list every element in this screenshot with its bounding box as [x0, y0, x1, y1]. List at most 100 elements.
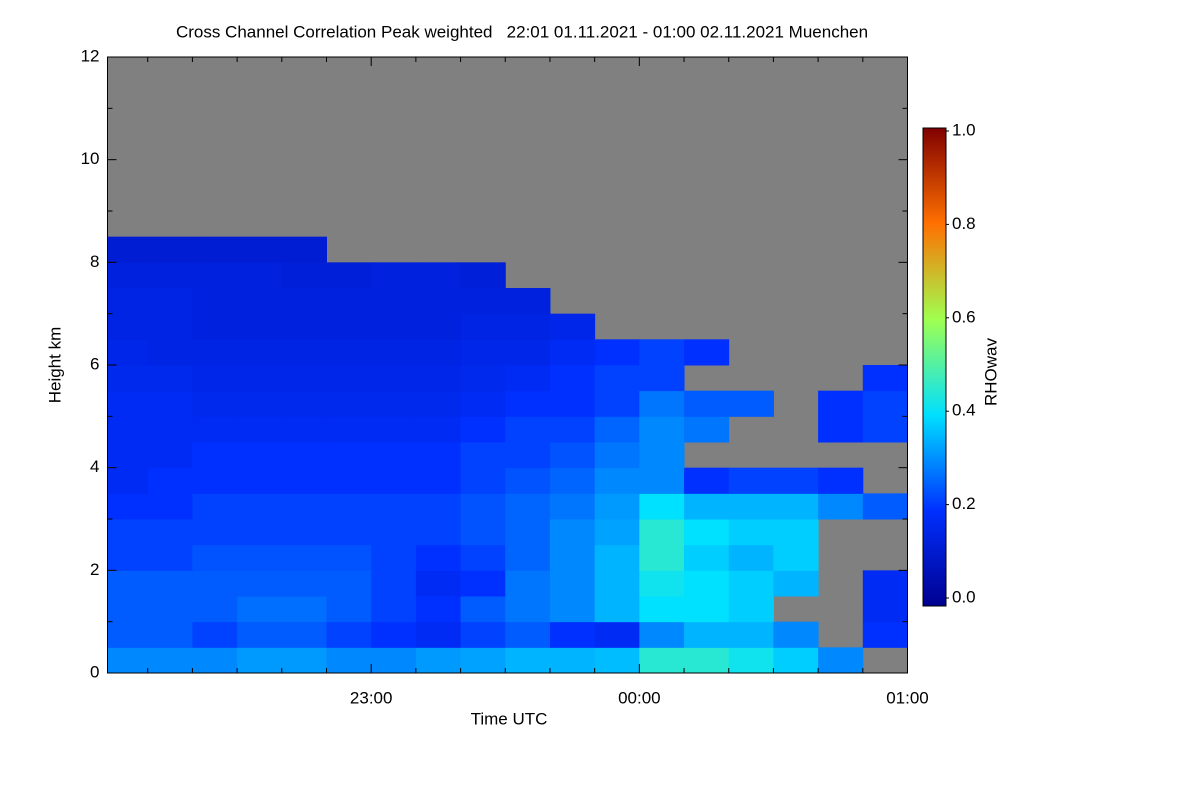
- heatmap-cell: [460, 647, 506, 673]
- heatmap-cell: [594, 467, 640, 494]
- heatmap-cell: [862, 365, 908, 392]
- y-tick-label: 6: [90, 354, 99, 373]
- heatmap-cell: [549, 544, 596, 571]
- heatmap-cell: [281, 262, 327, 289]
- heatmap-cell: [371, 621, 417, 648]
- heatmap-cell: [505, 621, 551, 648]
- heatmap-cell: [147, 621, 193, 648]
- heatmap-cell: [147, 236, 193, 263]
- heatmap-cell: [107, 647, 149, 673]
- heatmap-cell: [460, 570, 506, 597]
- heatmap-cell: [549, 647, 596, 673]
- heatmap-cell: [549, 519, 596, 546]
- heatmap-cell: [107, 596, 149, 623]
- heatmap-cell: [594, 390, 640, 417]
- heatmap-cell: [147, 467, 193, 494]
- heatmap-cell: [237, 467, 283, 494]
- heatmap-cell: [639, 493, 685, 520]
- heatmap-cell: [147, 390, 193, 417]
- heatmap-cell: [415, 647, 462, 673]
- heatmap-cell: [773, 544, 819, 571]
- colorbar-tick-label: 0.8: [952, 214, 976, 233]
- heatmap-cell: [147, 647, 193, 673]
- y-tick-label: 4: [90, 457, 99, 476]
- heatmap-cell: [728, 390, 774, 417]
- heatmap-cell: [281, 519, 327, 546]
- heatmap-cell: [147, 493, 193, 520]
- heatmap-cell: [505, 647, 551, 673]
- heatmap-cell: [818, 647, 864, 673]
- heatmap-cell: [415, 519, 462, 546]
- heatmap-cell: [639, 570, 685, 597]
- heatmap-cell: [460, 596, 506, 623]
- heatmap-cell: [594, 544, 640, 571]
- colorbar-tick-label: 0.0: [952, 587, 976, 606]
- heatmap-cell: [326, 288, 372, 315]
- heatmap-cell: [371, 416, 417, 443]
- heatmap-cell: [237, 288, 283, 315]
- heatmap-cell: [594, 365, 640, 392]
- heatmap-cell: [639, 416, 685, 443]
- heatmap-cell: [281, 339, 327, 366]
- heatmap-cell: [818, 493, 864, 520]
- heatmap-cell: [594, 416, 640, 443]
- heatmap-cell: [107, 544, 149, 571]
- heatmap-cell: [326, 467, 372, 494]
- heatmap-cell: [107, 416, 149, 443]
- heatmap-cell: [371, 313, 417, 340]
- heatmap-cell: [818, 467, 864, 494]
- y-tick-label: 10: [81, 149, 100, 168]
- heatmap-cell: [281, 365, 327, 392]
- heatmap-cell: [326, 442, 372, 469]
- heatmap-cell: [505, 519, 551, 546]
- heatmap-cell: [773, 621, 819, 648]
- heatmap-cell: [728, 647, 774, 673]
- heatmap-cell: [549, 339, 596, 366]
- heatmap-cell: [862, 390, 908, 417]
- heatmap-cell: [415, 621, 462, 648]
- heatmap-cell: [684, 596, 730, 623]
- heatmap-cell: [818, 416, 864, 443]
- heatmap-cell: [371, 262, 417, 289]
- heatmap-cell: [728, 519, 774, 546]
- heatmap-cell: [549, 390, 596, 417]
- heatmap-cell: [326, 313, 372, 340]
- heatmap-cell: [237, 236, 283, 263]
- heatmap-cell: [281, 416, 327, 443]
- heatmap-cell: [371, 390, 417, 417]
- y-tick-label: 0: [90, 662, 99, 681]
- heatmap-cell: [415, 390, 462, 417]
- heatmap-cell: [773, 570, 819, 597]
- heatmap-cell: [237, 416, 283, 443]
- heatmap-cell: [505, 544, 551, 571]
- heatmap-cell: [728, 544, 774, 571]
- heatmap-cell: [107, 390, 149, 417]
- y-tick-label: 2: [90, 560, 99, 579]
- heatmap-cell: [460, 390, 506, 417]
- heatmap-cell: [862, 596, 908, 623]
- heatmap-cell: [460, 467, 506, 494]
- heatmap-cell: [192, 519, 238, 546]
- heatmap-cell: [192, 647, 238, 673]
- heatmap-cell: [505, 390, 551, 417]
- heatmap-cell: [107, 570, 149, 597]
- heatmap-cell: [192, 467, 238, 494]
- heatmap-cell: [281, 442, 327, 469]
- heatmap-cell: [639, 621, 685, 648]
- heatmap-cell: [281, 544, 327, 571]
- heatmap-cell: [192, 236, 238, 263]
- heatmap-cell: [237, 544, 283, 571]
- heatmap-cell: [639, 467, 685, 494]
- heatmap-cell: [505, 467, 551, 494]
- heatmap-cell: [371, 288, 417, 315]
- heatmap-cell: [639, 365, 685, 392]
- heatmap-cell: [147, 544, 193, 571]
- heatmap-cell: [460, 519, 506, 546]
- heatmap-cell: [684, 621, 730, 648]
- heatmap-cell: [505, 416, 551, 443]
- colorbar-tick-label: 0.4: [952, 401, 976, 420]
- heatmap-cell: [594, 442, 640, 469]
- heatmap-cell: [326, 596, 372, 623]
- heatmap-cell: [505, 442, 551, 469]
- heatmap-cell: [460, 288, 506, 315]
